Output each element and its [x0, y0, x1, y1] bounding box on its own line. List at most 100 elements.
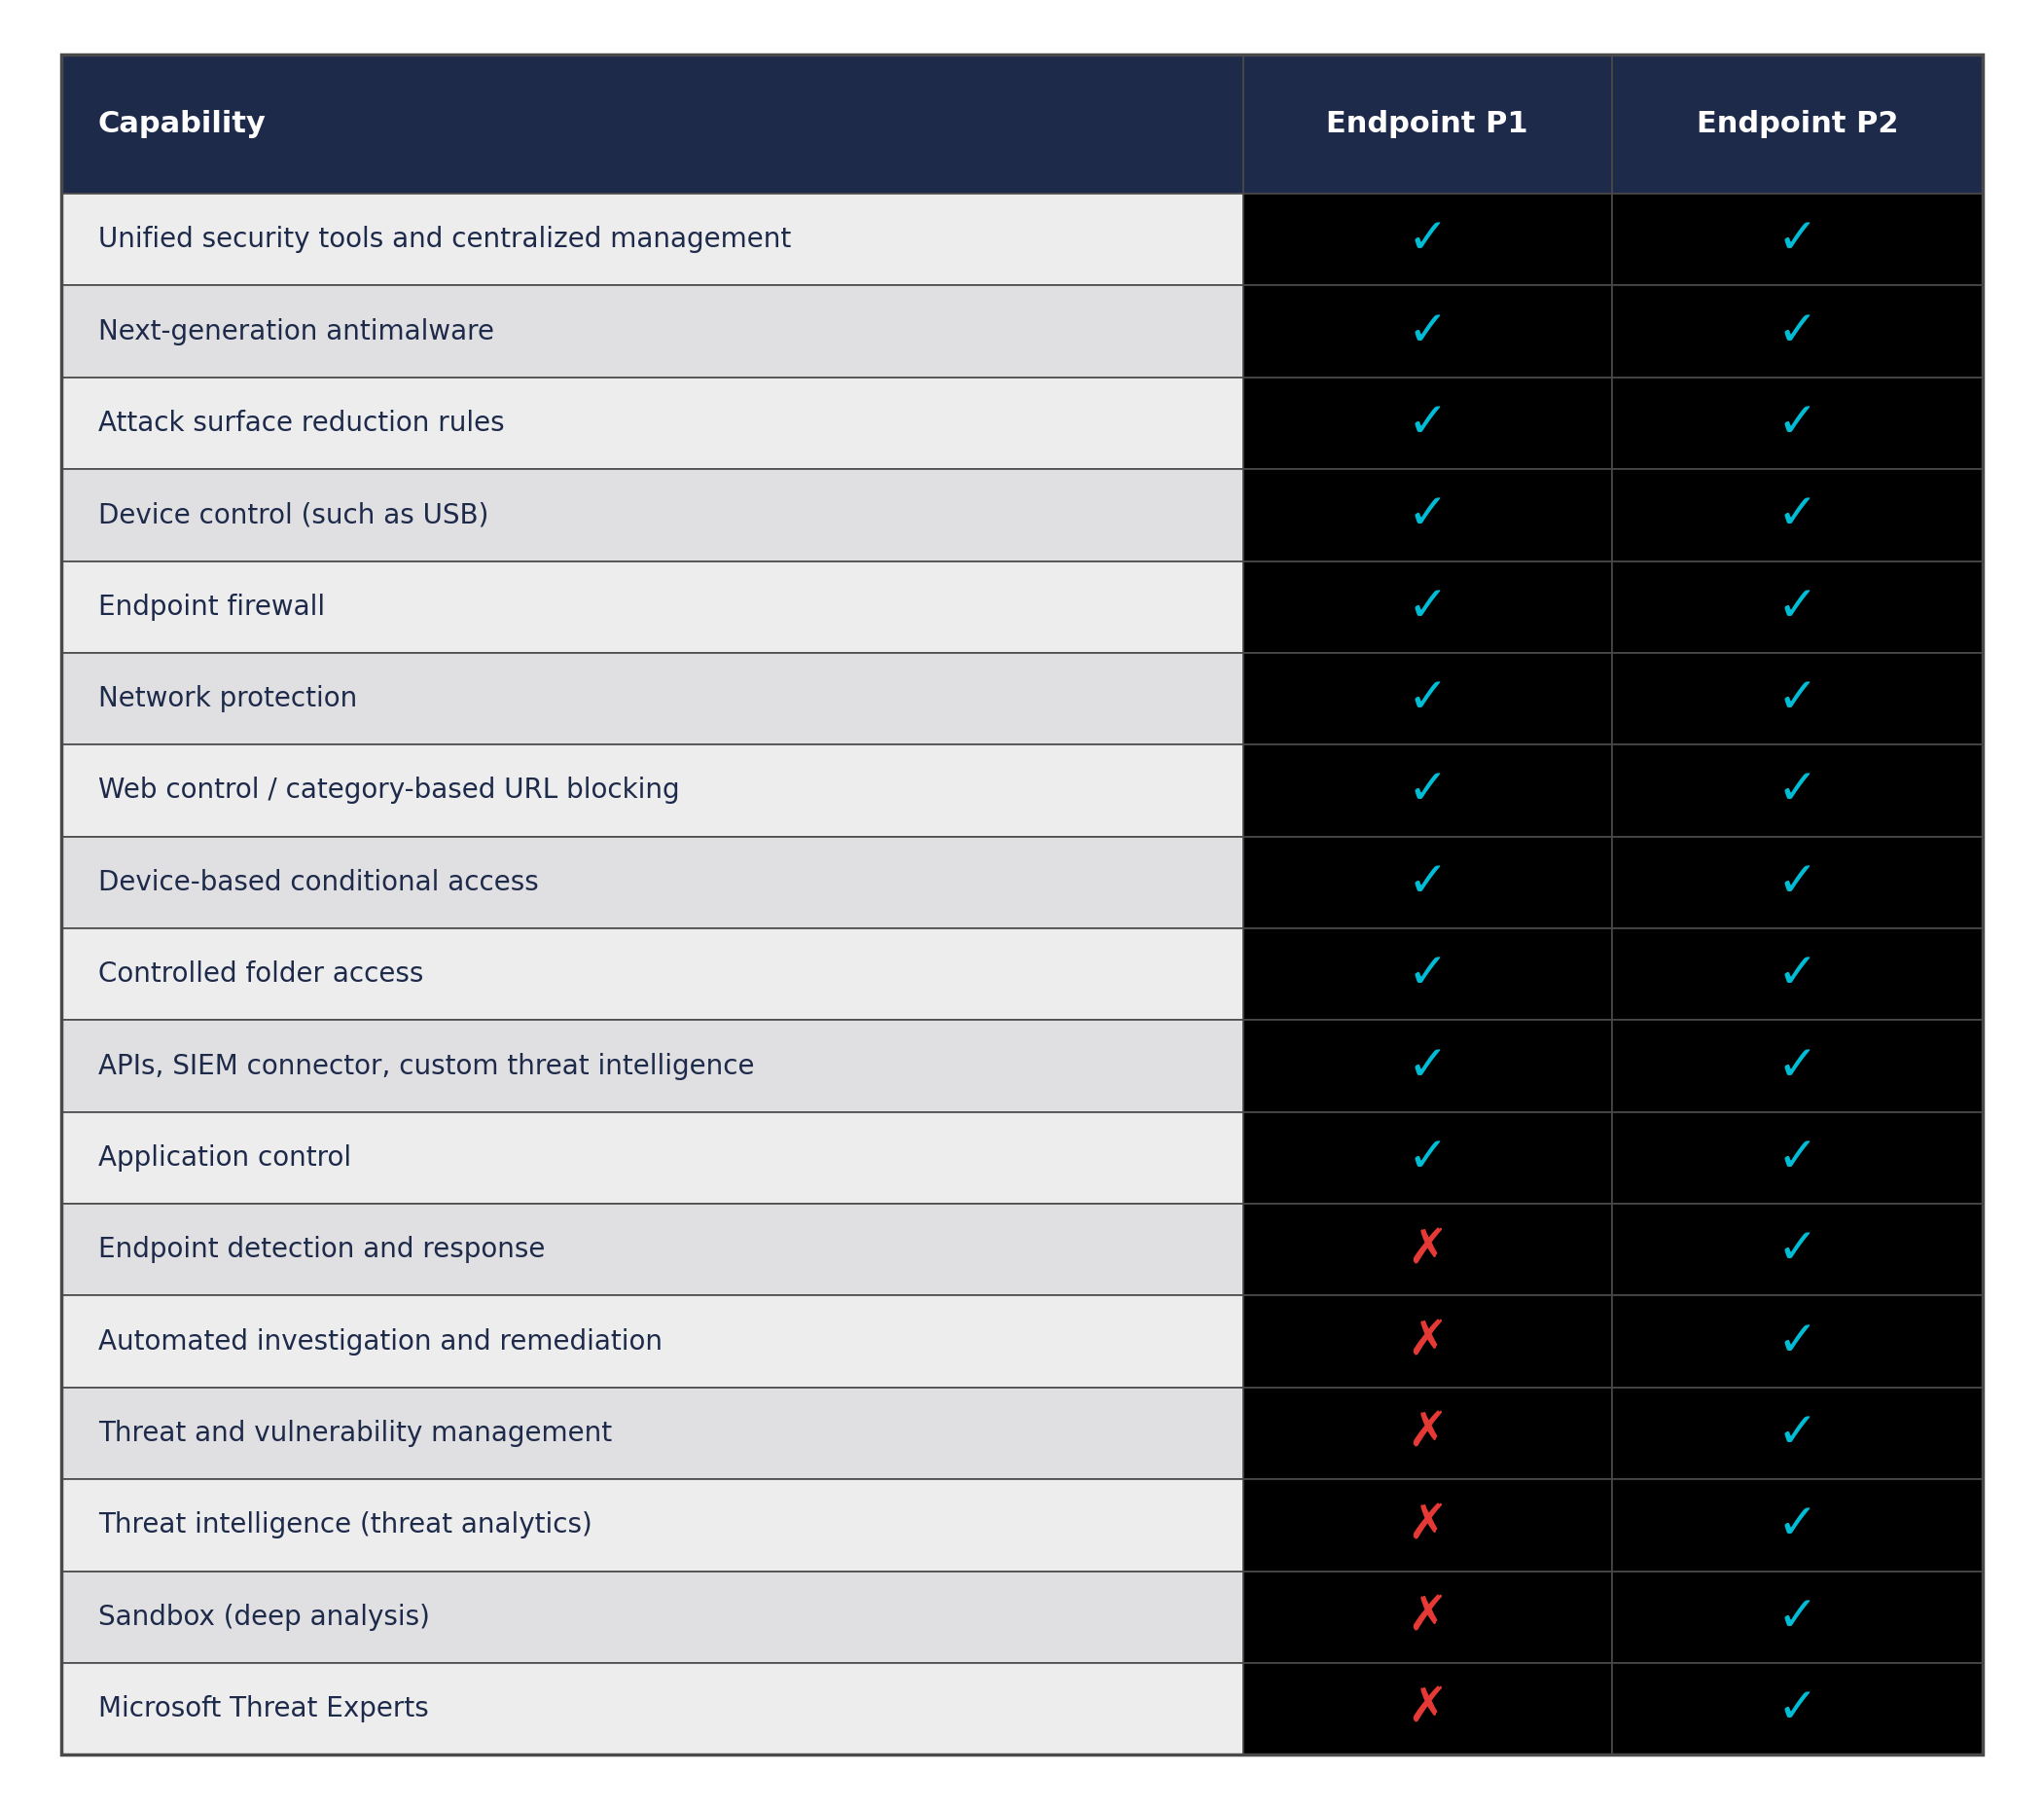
Text: ✓: ✓: [1776, 952, 1817, 997]
Bar: [1613, 561, 1983, 653]
Bar: [1613, 378, 1983, 469]
Text: ✓: ✓: [1776, 767, 1817, 814]
Text: ✓: ✓: [1776, 675, 1817, 722]
Bar: [61, 1020, 1243, 1113]
Bar: [61, 745, 1243, 836]
Text: ✗: ✗: [1406, 1686, 1447, 1733]
Text: ✓: ✓: [1776, 1227, 1817, 1274]
Text: Capability: Capability: [98, 110, 266, 137]
Text: Endpoint P2: Endpoint P2: [1697, 110, 1899, 137]
Text: ✓: ✓: [1406, 675, 1447, 722]
Bar: [1613, 1113, 1983, 1203]
Bar: [1613, 928, 1983, 1020]
Text: ✗: ✗: [1406, 1409, 1447, 1456]
Bar: [1243, 1570, 1613, 1662]
Bar: [61, 1662, 1243, 1755]
Text: ✓: ✓: [1776, 217, 1817, 262]
Bar: [1243, 653, 1613, 745]
Text: ✓: ✓: [1776, 1686, 1817, 1733]
Text: ✓: ✓: [1776, 1134, 1817, 1181]
Text: ✓: ✓: [1776, 308, 1817, 355]
Text: Endpoint firewall: Endpoint firewall: [98, 593, 325, 620]
Text: ✓: ✓: [1406, 584, 1447, 630]
Bar: [61, 286, 1243, 378]
Bar: [61, 928, 1243, 1020]
Text: ✓: ✓: [1776, 1501, 1817, 1549]
Text: ✗: ✗: [1406, 1227, 1447, 1274]
Bar: [1243, 1295, 1613, 1388]
Text: ✓: ✓: [1406, 1134, 1447, 1181]
Bar: [61, 378, 1243, 469]
Text: Application control: Application control: [98, 1145, 352, 1172]
Text: Unified security tools and centralized management: Unified security tools and centralized m…: [98, 226, 791, 253]
Text: Automated investigation and remediation: Automated investigation and remediation: [98, 1328, 662, 1355]
Bar: [1243, 1662, 1613, 1755]
Bar: [1613, 1570, 1983, 1662]
Text: ✗: ✗: [1406, 1319, 1447, 1364]
Bar: [61, 1480, 1243, 1570]
Bar: [61, 653, 1243, 745]
Bar: [1243, 54, 1613, 194]
Text: ✓: ✓: [1406, 492, 1447, 539]
Bar: [61, 1570, 1243, 1662]
Bar: [1243, 1203, 1613, 1295]
Bar: [1243, 378, 1613, 469]
Text: Device control (such as USB): Device control (such as USB): [98, 501, 489, 528]
Text: Microsoft Threat Experts: Microsoft Threat Experts: [98, 1695, 429, 1722]
Bar: [1613, 54, 1983, 194]
Text: Next-generation antimalware: Next-generation antimalware: [98, 318, 495, 346]
Bar: [1243, 1113, 1613, 1203]
Text: ✓: ✓: [1406, 767, 1447, 814]
Bar: [61, 561, 1243, 653]
Text: ✓: ✓: [1776, 1594, 1817, 1641]
Text: ✓: ✓: [1776, 859, 1817, 906]
Bar: [1613, 469, 1983, 561]
Text: Attack surface reduction rules: Attack surface reduction rules: [98, 409, 505, 438]
Bar: [61, 836, 1243, 928]
Bar: [1613, 1480, 1983, 1570]
Bar: [1243, 928, 1613, 1020]
Bar: [1613, 745, 1983, 836]
Bar: [1243, 561, 1613, 653]
Text: ✓: ✓: [1776, 1409, 1817, 1456]
Bar: [1613, 1020, 1983, 1113]
Bar: [61, 1295, 1243, 1388]
Text: ✓: ✓: [1406, 952, 1447, 997]
Text: ✓: ✓: [1406, 859, 1447, 906]
Text: Sandbox (deep analysis): Sandbox (deep analysis): [98, 1603, 429, 1630]
Bar: [1613, 1662, 1983, 1755]
Text: ✓: ✓: [1776, 1042, 1817, 1089]
Bar: [1613, 194, 1983, 286]
Bar: [1243, 286, 1613, 378]
Bar: [61, 1113, 1243, 1203]
Bar: [61, 54, 1243, 194]
Text: Web control / category-based URL blocking: Web control / category-based URL blockin…: [98, 776, 679, 805]
Text: ✓: ✓: [1406, 308, 1447, 355]
Text: ✓: ✓: [1776, 400, 1817, 447]
Bar: [1613, 1388, 1983, 1480]
Bar: [1613, 1203, 1983, 1295]
Bar: [61, 1388, 1243, 1480]
Bar: [61, 469, 1243, 561]
Text: Endpoint detection and response: Endpoint detection and response: [98, 1236, 546, 1263]
Bar: [1243, 836, 1613, 928]
Text: ✓: ✓: [1406, 400, 1447, 447]
Bar: [1613, 836, 1983, 928]
Bar: [1243, 1388, 1613, 1480]
Text: Network protection: Network protection: [98, 686, 358, 713]
Bar: [1243, 1020, 1613, 1113]
Text: ✓: ✓: [1406, 217, 1447, 262]
Bar: [1243, 745, 1613, 836]
Text: ✓: ✓: [1776, 492, 1817, 539]
Bar: [1243, 194, 1613, 286]
Bar: [1243, 469, 1613, 561]
Bar: [1613, 286, 1983, 378]
Bar: [1243, 1480, 1613, 1570]
Text: Device-based conditional access: Device-based conditional access: [98, 868, 538, 895]
Text: ✗: ✗: [1406, 1501, 1447, 1549]
Bar: [61, 1203, 1243, 1295]
Text: Threat and vulnerability management: Threat and vulnerability management: [98, 1420, 611, 1447]
Text: ✓: ✓: [1776, 584, 1817, 630]
Bar: [1613, 653, 1983, 745]
Bar: [1613, 1295, 1983, 1388]
